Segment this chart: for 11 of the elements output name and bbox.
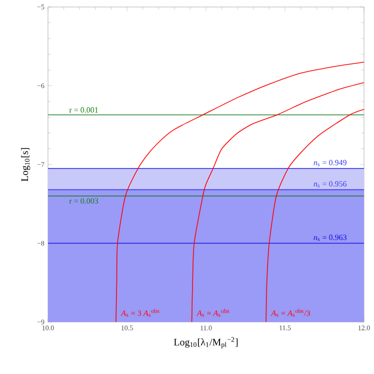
x-axis-title: Log$_{10}$[λ$_{1}$/M$_{pl}$$^{−2}$]	[174, 337, 238, 348]
series-label: n$_{s}$ = 0.956	[314, 181, 347, 188]
series-label: A$_{s}$ = A$_{s}$$^{obs}$/3	[270, 308, 310, 317]
series-label: n$_{s}$ = 0.949	[314, 160, 346, 166]
series-label: r = 0.001	[69, 107, 98, 113]
series-label: r = 0.003	[69, 198, 98, 204]
line-series	[266, 108, 364, 322]
series-label: n$_{s}$ = 0.963	[314, 234, 346, 242]
line-series	[191, 82, 364, 322]
line-series	[116, 62, 364, 322]
y-axis-title: Log$_{10}$[s]	[21, 148, 30, 182]
